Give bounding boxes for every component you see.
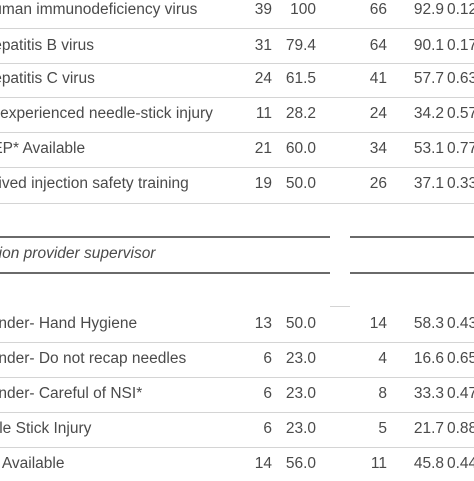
- row-label: er experienced needle-stick injury: [0, 105, 213, 122]
- cell-pvalue: 0.88: [447, 420, 474, 437]
- cell-p2: 92.9: [413, 1, 444, 18]
- table-row: minder- Hand Hygiene 13 50.0 14 58.3 0.4…: [0, 306, 474, 341]
- cell-n2: 8: [378, 385, 387, 402]
- cell-n2: 26: [369, 175, 387, 192]
- cell-p2: 58.3: [413, 315, 444, 332]
- cell-n1: 21: [254, 140, 272, 157]
- cell-n1: 6: [263, 350, 272, 367]
- row-divider: [0, 412, 474, 413]
- row-label: minder- Hand Hygiene: [0, 315, 138, 332]
- cell-p1: 60.0: [285, 140, 316, 157]
- table-row: minder- Do not recap needles 6 23.0 4 16…: [0, 341, 474, 376]
- cell-p2: 34.2: [413, 105, 444, 122]
- row-divider: [0, 342, 474, 343]
- cell-pvalue: 0.47: [447, 385, 474, 402]
- table-row: er experienced needle-stick injury 11 28…: [0, 96, 474, 131]
- row-label: Hepatitis C virus: [0, 70, 95, 87]
- cell-n1: 24: [254, 70, 272, 87]
- table-row: Hepatitis B virus 31 79.4 64 90.1 0.17: [0, 28, 474, 63]
- rule-gap: [330, 235, 350, 239]
- cell-p1: 50.0: [285, 175, 316, 192]
- row-label: Hepatitis B virus: [0, 37, 94, 54]
- table-row: ceived injection safety training 19 50.0…: [0, 166, 474, 201]
- cell-p2: 33.3: [413, 385, 444, 402]
- row-divider: [0, 167, 474, 168]
- cell-pvalue: 0.43: [447, 315, 474, 332]
- cell-p1: 100: [290, 1, 316, 18]
- row-label: PEP* Available: [0, 140, 86, 157]
- section-rule: [0, 272, 474, 274]
- cell-pvalue: 0.17: [447, 37, 474, 54]
- row-label: minder- Do not recap needles: [0, 350, 187, 367]
- row-label: edle Stick Injury: [0, 420, 92, 437]
- cell-pvalue: 0.65: [447, 350, 474, 367]
- table-row: Human immunodeficiency virus 39 100 66 9…: [0, 0, 474, 27]
- row-divider: [0, 132, 474, 133]
- cell-n1: 14: [254, 455, 272, 472]
- section-rule: [0, 236, 474, 238]
- cell-n2: 64: [369, 37, 387, 54]
- cell-p2: 90.1: [413, 37, 444, 54]
- cell-n2: 5: [378, 420, 387, 437]
- table-row: edle Stick Injury 6 23.0 5 21.7 0.88: [0, 411, 474, 446]
- section-heading: ection provider supervisor: [0, 239, 474, 269]
- rule-gap: [330, 271, 350, 275]
- cell-n1: 6: [263, 420, 272, 437]
- cell-pvalue: 0.12: [447, 1, 474, 18]
- cell-n1: 11: [255, 105, 272, 122]
- row-label: Human immunodeficiency virus: [0, 1, 198, 18]
- cell-n1: 31: [254, 37, 272, 54]
- cell-p2: 37.1: [413, 175, 444, 192]
- cell-p2: 45.8: [413, 455, 444, 472]
- cell-p1: 79.4: [285, 37, 316, 54]
- row-label: P* Available: [0, 455, 65, 472]
- section-label: ection provider supervisor: [0, 245, 156, 262]
- cell-n2: 34: [369, 140, 387, 157]
- row-label: ceived injection safety training: [0, 175, 189, 192]
- cell-p2: 57.7: [413, 70, 444, 87]
- cell-p2: 16.6: [413, 350, 444, 367]
- row-divider: [0, 203, 474, 204]
- table-row: Hepatitis C virus 24 61.5 41 57.7 0.63: [0, 61, 474, 96]
- cell-p1: 23.0: [285, 385, 316, 402]
- cell-p2: 21.7: [413, 420, 444, 437]
- cell-p1: 50.0: [285, 315, 316, 332]
- cell-pvalue: 0.77: [447, 140, 474, 157]
- row-divider: [0, 28, 474, 29]
- cell-p1: 23.0: [285, 420, 316, 437]
- cell-n1: 6: [263, 385, 272, 402]
- cell-n2: 4: [378, 350, 387, 367]
- cell-n1: 39: [254, 1, 272, 18]
- section-rule-fragment: [330, 306, 350, 307]
- cell-pvalue: 0.44: [447, 455, 474, 472]
- cell-p1: 23.0: [285, 350, 316, 367]
- cell-p2: 53.1: [413, 140, 444, 157]
- row-label: minder- Careful of NSI*: [0, 385, 143, 402]
- cell-pvalue: 0.33: [447, 175, 474, 192]
- cell-n1: 13: [254, 315, 272, 332]
- cell-n2: 11: [370, 455, 387, 472]
- row-divider: [0, 377, 474, 378]
- cell-n2: 41: [369, 70, 387, 87]
- table-row: P* Available 14 56.0 11 45.8 0.44: [0, 446, 474, 481]
- cell-n2: 66: [369, 1, 387, 18]
- cell-n2: 24: [369, 105, 387, 122]
- cell-p1: 61.5: [285, 70, 316, 87]
- row-divider: [0, 97, 474, 98]
- table-row: PEP* Available 21 60.0 34 53.1 0.77: [0, 131, 474, 166]
- cell-n1: 19: [254, 175, 272, 192]
- cell-pvalue: 0.57: [447, 105, 474, 122]
- cell-p1: 56.0: [285, 455, 316, 472]
- row-divider: [0, 63, 474, 64]
- cell-p1: 28.2: [285, 105, 316, 122]
- cell-pvalue: 0.63: [447, 70, 474, 87]
- row-divider: [0, 447, 474, 448]
- cell-n2: 14: [369, 315, 387, 332]
- table-row: minder- Careful of NSI* 6 23.0 8 33.3 0.…: [0, 376, 474, 411]
